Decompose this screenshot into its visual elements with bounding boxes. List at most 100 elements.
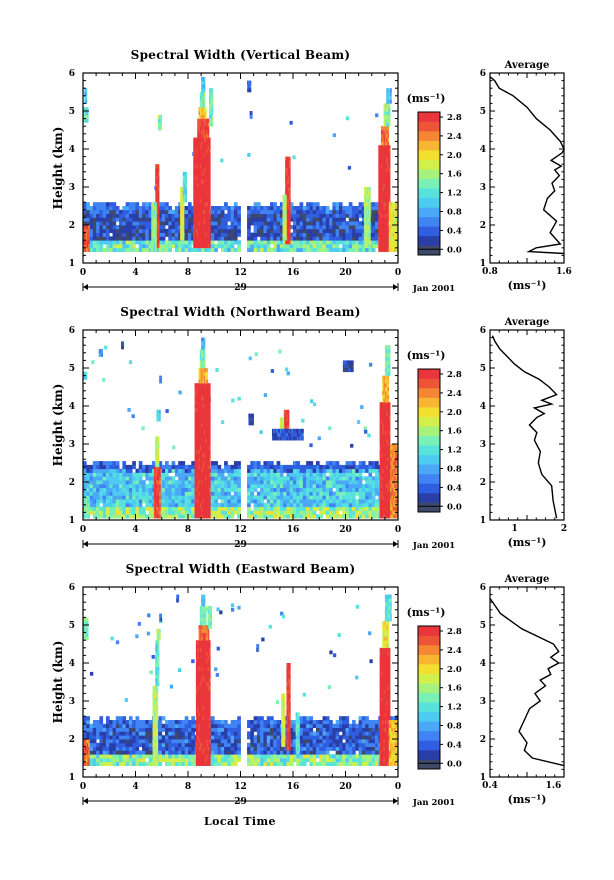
colorbar-swatch (418, 207, 440, 217)
heatmap-cell (209, 488, 211, 492)
heatmap-cell (319, 210, 323, 214)
heatmap-cell (205, 107, 207, 111)
heatmap-cell (227, 484, 231, 488)
heatmap-cell (289, 229, 291, 233)
y-tick-label: 5 (69, 107, 75, 117)
heatmap-cell (224, 484, 228, 488)
heatmap-cell (352, 461, 356, 465)
heatmap-cell (96, 461, 100, 465)
heatmap-cell (254, 499, 258, 503)
heatmap-cell (257, 511, 261, 515)
heatmap-cell (218, 480, 222, 484)
heatmap-cell (106, 217, 110, 221)
heatmap-cell (212, 88, 214, 92)
heatmap-cell (319, 473, 323, 477)
heatmap-cell (326, 229, 330, 233)
heatmap-cell (286, 492, 290, 496)
heatmap-cell (375, 514, 379, 518)
heatmap-cell (231, 248, 235, 252)
heatmap-cell (145, 210, 149, 214)
heatmap-cell (209, 511, 211, 515)
y-axis-title: Height (km) (51, 127, 65, 210)
heatmap-cell (227, 503, 231, 507)
heatmap-cell (267, 217, 271, 221)
heatmap-cell (389, 168, 391, 172)
heatmap-cell (237, 217, 241, 221)
heatmap-cell (290, 465, 294, 469)
heatmap-cell (209, 206, 211, 210)
heatmap-cell (260, 206, 264, 210)
heatmap-cell (142, 206, 146, 210)
heatmap-cell (357, 420, 360, 424)
heatmap-cell (302, 433, 304, 437)
heatmap-cell (162, 225, 166, 229)
heatmap-cell (116, 461, 120, 465)
heatmap-cell (273, 473, 277, 477)
heatmap-cell (313, 221, 317, 225)
heatmap-cell (352, 236, 356, 240)
panel-title: Spectral Width (Vertical Beam) (131, 48, 351, 62)
heatmap-cell (188, 511, 192, 515)
heatmap-cell (122, 511, 126, 515)
average-title: Average (504, 60, 550, 71)
heatmap-cell (316, 473, 320, 477)
heatmap-cell (191, 507, 195, 511)
heatmap-cell (346, 499, 350, 503)
heatmap-cell (283, 421, 285, 425)
heatmap-cell (375, 229, 379, 233)
heatmap-cell (313, 210, 317, 214)
heatmap-cell (300, 206, 304, 210)
heatmap-cell (362, 484, 366, 488)
heatmap-cell (106, 210, 110, 214)
heatmap-cell (122, 507, 126, 511)
heatmap-cell (96, 499, 100, 503)
heatmap-cell (263, 217, 267, 221)
heatmap-cell (224, 499, 228, 503)
heatmap-cell (218, 465, 222, 469)
heatmap-cell (103, 202, 107, 206)
heatmap-cell (336, 233, 340, 237)
heatmap-cell (300, 480, 304, 484)
heatmap-cell (300, 248, 304, 252)
heatmap-cell (158, 168, 160, 172)
heatmap-cell (212, 115, 214, 119)
heatmap-cell (346, 229, 350, 233)
heatmap-cell (369, 198, 371, 202)
heatmap-cell (96, 495, 100, 499)
heatmap-cell (316, 210, 320, 214)
heatmap-cell (208, 126, 210, 130)
heatmap-cell (267, 225, 271, 229)
heatmap-cell (231, 233, 235, 237)
heatmap-cell (116, 236, 120, 240)
colorbar-swatch (418, 160, 440, 170)
heatmap-cell (389, 107, 391, 111)
heatmap-cell (209, 408, 211, 412)
heatmap-cell (116, 225, 120, 229)
heatmap-cell (175, 221, 179, 225)
heatmap-cell (91, 360, 94, 364)
heatmap-cell (99, 206, 103, 210)
heatmap-cell (349, 511, 353, 515)
heatmap-cell (168, 248, 172, 252)
heatmap-cell (99, 476, 103, 480)
heatmap-cell (103, 221, 107, 225)
heatmap-cell (113, 240, 117, 244)
heatmap-cell (369, 221, 371, 225)
heatmap-cell (218, 221, 222, 225)
heatmap-cell (365, 484, 369, 488)
heatmap-cell (267, 514, 271, 518)
heatmap-cell (332, 480, 336, 484)
heatmap-cell (99, 221, 103, 225)
heatmap-cell (250, 480, 254, 484)
heatmap-cell (181, 495, 185, 499)
heatmap-cell (231, 484, 235, 488)
heatmap-cell (129, 511, 133, 515)
heatmap-cell (218, 503, 222, 507)
colorbar-unit: (ms⁻¹) (407, 92, 446, 105)
heatmap-cell (159, 410, 161, 414)
heatmap-cell (221, 499, 225, 503)
heatmap-cell (342, 465, 346, 469)
heatmap-cell (260, 484, 264, 488)
heatmap-cell (352, 492, 356, 496)
heatmap-cell (313, 248, 317, 252)
